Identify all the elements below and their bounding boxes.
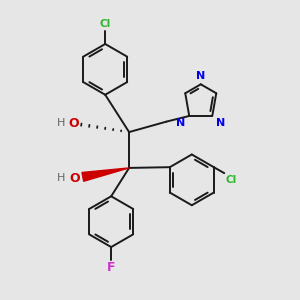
Text: Cl: Cl [100,19,111,29]
Text: H: H [56,118,65,128]
Text: N: N [196,71,206,81]
Polygon shape [82,168,129,181]
Text: Cl: Cl [225,175,236,184]
Text: H: H [57,173,65,183]
Text: N: N [176,118,186,128]
Text: O: O [69,172,80,185]
Text: O: O [68,117,79,130]
Text: N: N [216,118,225,128]
Text: F: F [107,261,116,274]
